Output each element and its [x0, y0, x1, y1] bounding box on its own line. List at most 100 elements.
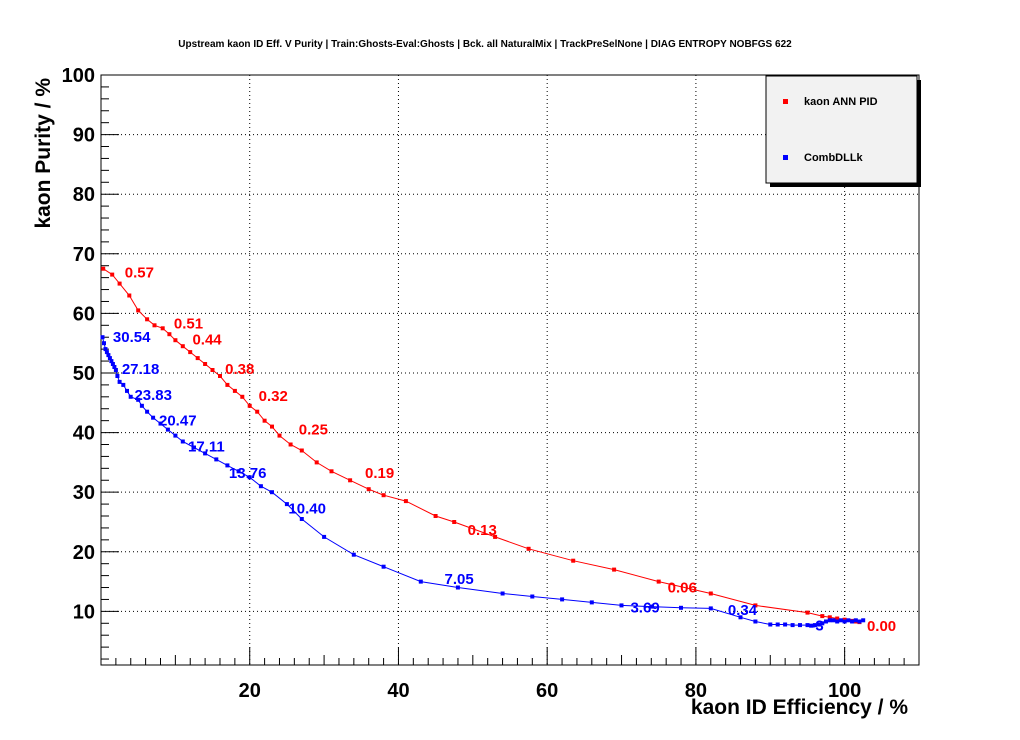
data-point — [232, 388, 237, 393]
y-tick-label: 30 — [73, 482, 95, 504]
data-point — [145, 317, 150, 322]
data-point — [775, 622, 780, 627]
data-point — [835, 616, 840, 621]
data-point — [299, 517, 304, 521]
data-point — [102, 341, 106, 346]
data-point — [117, 379, 122, 384]
data-point — [753, 619, 758, 624]
threshold-label: 0.00 — [867, 618, 896, 635]
data-point — [418, 579, 423, 584]
threshold-label: 0.32 — [259, 388, 288, 405]
y-tick-label: 100 — [62, 65, 95, 87]
data-point — [329, 469, 334, 474]
threshold-label: -3 — [810, 617, 823, 634]
data-point — [381, 564, 386, 569]
data-point — [381, 493, 386, 498]
data-point — [861, 618, 866, 623]
data-point — [846, 618, 851, 623]
threshold-label: 10.40 — [288, 501, 326, 518]
data-point — [125, 388, 129, 393]
data-point — [203, 451, 208, 456]
data-point — [173, 433, 178, 438]
data-point — [738, 615, 743, 620]
data-point — [236, 469, 241, 474]
data-point — [842, 619, 847, 624]
threshold-label: 23.83 — [134, 387, 172, 404]
data-point — [101, 266, 106, 271]
data-point — [299, 448, 304, 453]
data-point — [835, 619, 840, 624]
data-point — [192, 445, 196, 450]
data-point — [790, 623, 795, 628]
data-point — [679, 605, 683, 610]
data-point — [708, 591, 713, 596]
threshold-label: 0.06 — [668, 579, 697, 596]
data-point — [827, 618, 832, 623]
data-point — [160, 326, 165, 331]
data-point — [403, 499, 408, 504]
chart-title: Upstream kaon ID Eff. V Purity | Train:G… — [178, 39, 792, 50]
data-point — [366, 487, 371, 492]
legend-marker-combdllk — [783, 155, 788, 160]
data-point — [136, 308, 141, 313]
data-point — [240, 394, 245, 399]
data-point — [493, 534, 498, 539]
y-tick-label: 50 — [73, 363, 95, 385]
data-point — [805, 610, 810, 615]
data-point — [530, 594, 535, 599]
data-point — [106, 353, 111, 358]
plot-frame — [100, 74, 920, 666]
data-point — [656, 579, 661, 584]
data-point — [115, 374, 120, 378]
x-tick-label: 20 — [239, 680, 261, 702]
legend-label-kaon-ann-pid: kaon ANN PID — [804, 96, 878, 108]
data-point — [288, 442, 293, 447]
data-point — [203, 362, 208, 366]
series-0 — [101, 266, 862, 625]
data-point — [195, 356, 200, 361]
data-point — [136, 397, 141, 402]
threshold-label: 0.38 — [225, 361, 254, 378]
data-point — [850, 619, 855, 624]
data-point — [809, 623, 814, 628]
threshold-label: 0.57 — [125, 265, 154, 282]
data-point — [110, 362, 115, 366]
threshold-label: 0.51 — [174, 315, 203, 332]
annotation-layer: 0.57 0.510.440.38 0.32 0.25 0.19 0.13 0.06 0.00… — [113, 265, 896, 635]
threshold-label: 7.05 — [445, 571, 474, 588]
data-point — [152, 323, 157, 328]
x-axis-title: kaon ID Efficiency / % — [691, 696, 908, 719]
data-point — [838, 618, 843, 623]
axis-ticks: 20 40 60 80 100 10 20 30 40 50 60 70 80 90 100 — [62, 65, 920, 702]
y-tick-label: 60 — [73, 303, 95, 325]
threshold-label: 0.19 — [365, 465, 394, 482]
data-point — [100, 335, 105, 340]
data-point — [110, 272, 115, 277]
data-point — [560, 597, 565, 602]
grid — [101, 74, 919, 665]
y-axis-title: kaon Purity / % — [32, 78, 55, 229]
data-point — [173, 338, 178, 343]
data-point — [104, 350, 109, 355]
data-point — [348, 478, 353, 483]
data-point — [612, 567, 617, 572]
data-point — [112, 365, 117, 369]
data-point — [107, 356, 112, 361]
data-point — [277, 433, 282, 438]
threshold-label: 30.54 — [113, 329, 151, 346]
data-point — [853, 618, 858, 623]
threshold-label: 20.47 — [159, 412, 197, 429]
x-tick-label: 40 — [387, 680, 409, 702]
data-point — [113, 368, 118, 372]
threshold-label: 0.13 — [468, 522, 497, 539]
y-tick-label: 70 — [73, 244, 95, 266]
data-point — [103, 347, 108, 352]
legend-box — [765, 75, 918, 184]
data-point — [831, 618, 836, 623]
data-point — [768, 622, 773, 627]
data-point — [128, 394, 133, 399]
data-point — [820, 614, 825, 619]
data-point — [270, 424, 274, 429]
data-point — [816, 622, 821, 627]
data-point — [322, 534, 327, 539]
